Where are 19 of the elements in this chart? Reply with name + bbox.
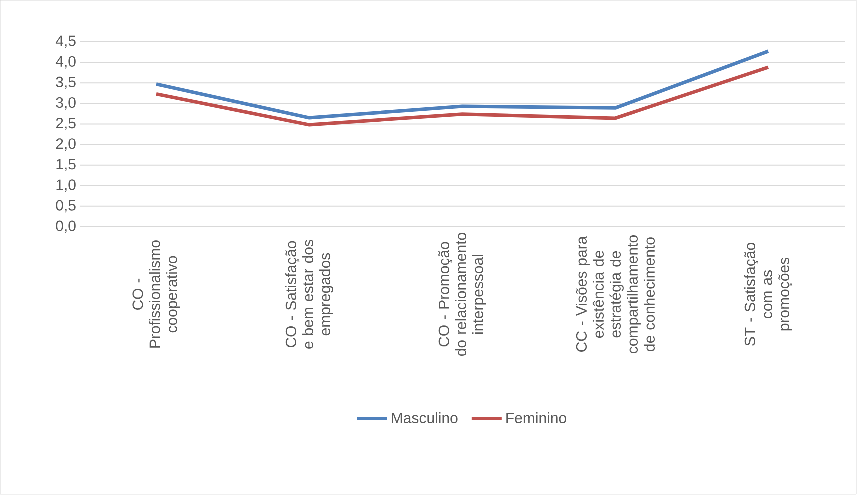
y-tick-label: 2,0 (56, 138, 76, 151)
line-series (154, 50, 770, 120)
y-tick-label: 0,5 (56, 200, 76, 213)
x-tick-label: ST - Satisfação com as promoções (744, 243, 793, 346)
y-tick-label: 0,0 (56, 220, 76, 234)
y-tick-label: 3,5 (56, 76, 76, 90)
legend-label: Feminino (506, 412, 566, 424)
x-tick-label: CO - Satisfação e bem estar dos empregados (286, 240, 334, 349)
y-tick-label: 3,0 (56, 97, 76, 110)
y-tick-label: 4,5 (56, 36, 76, 48)
y-tick-label: 4,0 (56, 56, 76, 69)
x-tick-label: CO - Profissionalismo cooperativo (132, 240, 180, 348)
x-tick-label: CC - Visões para existência de estratégia de compartilhamento de conhecimento (576, 236, 655, 354)
x-tick-label: CO - Promoção do relacionamento interpessoal (438, 233, 486, 356)
y-tick-label: 1,0 (56, 180, 76, 192)
legend-label: Masculino (392, 412, 458, 424)
line-series (154, 66, 770, 127)
y-tick-label: 2,5 (56, 118, 76, 130)
y-tick-label: 1,5 (56, 159, 76, 172)
